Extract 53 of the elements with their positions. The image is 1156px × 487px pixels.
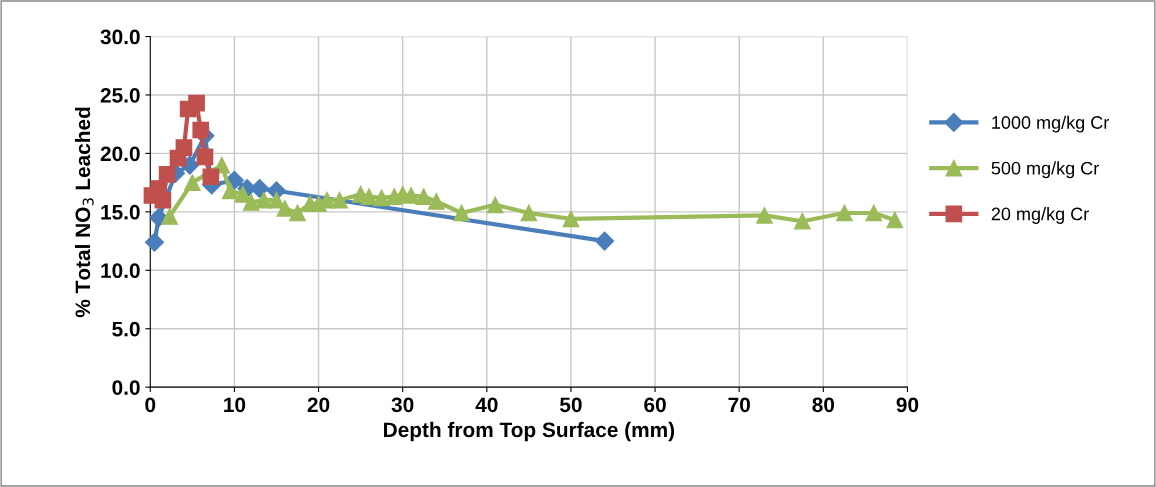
point [196, 148, 214, 166]
point [202, 168, 220, 186]
x-tick-label: 20 [307, 397, 330, 413]
point [793, 212, 811, 230]
point [331, 191, 348, 209]
y-tick-label: 5.0 [112, 321, 140, 337]
point [276, 200, 294, 217]
point [175, 139, 193, 156]
legend-label: 1000 mg/kg Cr [992, 115, 1109, 133]
x-tick-label: 70 [728, 397, 750, 413]
point [158, 166, 176, 183]
y-tick-label: 25.0 [100, 87, 140, 103]
point [427, 192, 445, 210]
legend-label: 20 mg/kg Cr [991, 207, 1089, 224]
point [595, 231, 615, 251]
x-tick-label: 0 [145, 397, 156, 413]
point [289, 204, 306, 222]
y-tick-label: 0.0 [112, 380, 140, 395]
x-axis-title: Depth from Top Surface (mm) [384, 421, 675, 442]
y-tick-label: 10.0 [101, 263, 140, 279]
point [242, 194, 260, 211]
point [188, 94, 205, 112]
x-tick-label: 60 [644, 397, 666, 413]
point [154, 191, 172, 209]
y-tick-label: 30.0 [100, 29, 140, 45]
x-tick-label: 80 [812, 397, 835, 413]
y-axis-title: % Total NO$_{3}$ Leached [74, 107, 94, 318]
x-tick-label: 10 [224, 397, 246, 413]
point [221, 182, 239, 200]
point [161, 208, 178, 225]
point [562, 210, 580, 228]
point [192, 121, 210, 139]
point [402, 187, 420, 204]
x-tick-label: 30 [391, 397, 414, 413]
point [184, 174, 201, 191]
point [373, 189, 390, 207]
point [144, 232, 165, 252]
point [250, 178, 270, 199]
point [886, 211, 904, 229]
point [360, 188, 378, 205]
point [486, 196, 504, 214]
point [520, 204, 538, 222]
x-tick-label: 90 [896, 397, 919, 413]
y-tick-label: 15.0 [101, 204, 140, 220]
x-tick-label: 40 [475, 397, 498, 413]
y-tick-label: 20.0 [100, 146, 140, 162]
x-tick-label: 50 [559, 397, 582, 413]
point [865, 204, 883, 222]
point [836, 204, 853, 222]
point [453, 204, 470, 222]
point [415, 188, 433, 205]
legend-label: 500 mg/kg Cr [991, 161, 1099, 179]
point [756, 207, 773, 224]
